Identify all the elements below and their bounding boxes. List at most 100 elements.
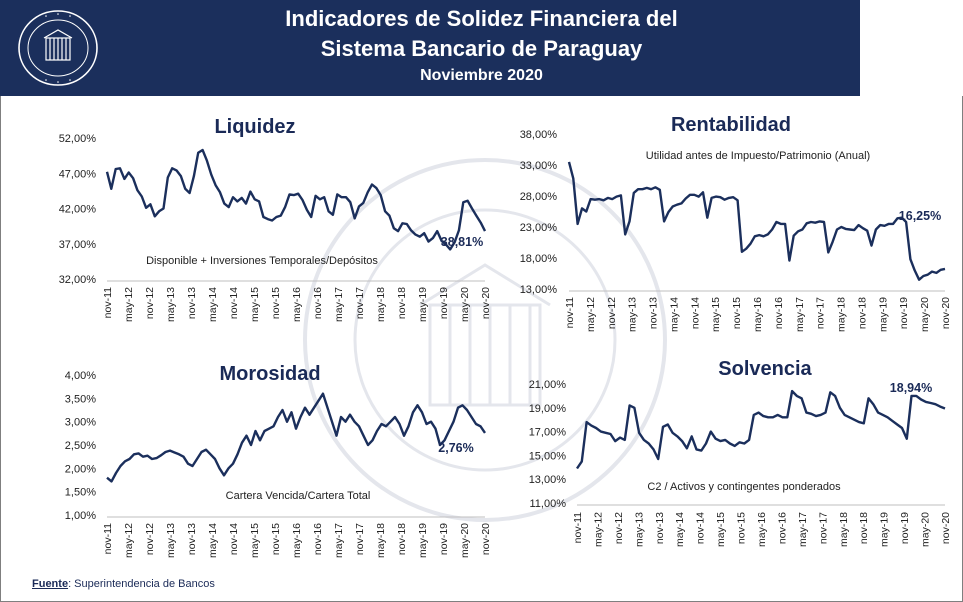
- x-tick-label: may-13: [165, 287, 177, 322]
- x-tick-label: may-17: [797, 512, 809, 547]
- x-tick-label: nov-17: [354, 287, 366, 319]
- x-tick-label: may-12: [585, 297, 597, 332]
- x-tick-label: nov-11: [102, 287, 114, 318]
- y-tick-label: 4,00%: [65, 370, 96, 382]
- chart-title: Liquidez: [214, 116, 295, 138]
- y-tick-label: 2,00%: [65, 463, 96, 475]
- y-tick-label: 1,50%: [65, 487, 96, 499]
- x-tick-label: nov-15: [736, 512, 748, 544]
- report-title-line1: Indicadores de Solidez Financiera del: [285, 6, 678, 31]
- x-tick-label: may-17: [333, 287, 345, 322]
- watermark-seal-icon: [303, 158, 667, 522]
- chart-title: Morosidad: [219, 363, 320, 385]
- y-tick-label: 33,00%: [520, 160, 558, 172]
- x-tick-label: may-17: [333, 523, 345, 558]
- x-tick-label: may-12: [123, 523, 135, 558]
- y-tick-label: 15,00%: [529, 450, 567, 462]
- x-tick-label: may-16: [291, 287, 303, 322]
- report-title-line2: Sistema Bancario de Paraguay: [320, 36, 643, 61]
- x-tick-label: nov-12: [144, 523, 156, 555]
- y-tick-label: 47,00%: [59, 168, 97, 180]
- x-tick-label: may-20: [459, 523, 471, 558]
- x-tick-label: nov-18: [858, 512, 870, 544]
- series-line: [576, 389, 946, 470]
- y-tick-label: 1,00%: [65, 510, 96, 522]
- x-tick-label: may-18: [838, 512, 850, 547]
- x-tick-label: may-19: [417, 287, 429, 322]
- x-tick-label: nov-16: [312, 287, 324, 319]
- y-tick-label: 17,00%: [529, 427, 567, 439]
- x-tick-label: nov-13: [186, 287, 198, 319]
- x-tick-label: may-18: [375, 523, 387, 558]
- x-tick-label: may-16: [752, 297, 764, 332]
- x-tick-label: nov-14: [695, 512, 707, 544]
- x-tick-label: nov-17: [354, 523, 366, 555]
- source-note: Fuente: Superintendencia de Bancos: [32, 578, 215, 590]
- bcp-logo-icon: [18, 10, 98, 86]
- source-label: Fuente: [32, 578, 69, 590]
- chart-title: Solvencia: [718, 358, 812, 380]
- x-tick-label: nov-11: [572, 512, 584, 543]
- x-tick-label: nov-19: [438, 523, 450, 555]
- y-tick-label: 21,00%: [529, 379, 567, 391]
- x-tick-label: nov-14: [228, 523, 240, 555]
- x-tick-label: nov-20: [480, 523, 492, 555]
- x-tick-label: nov-13: [648, 297, 660, 329]
- x-tick-label: may-13: [165, 523, 177, 558]
- report-subtitle: Noviembre 2020: [420, 67, 543, 84]
- x-tick-label: may-14: [674, 512, 686, 547]
- x-tick-label: may-19: [879, 512, 891, 547]
- y-tick-label: 32,00%: [59, 274, 97, 286]
- x-tick-label: nov-16: [312, 523, 324, 555]
- x-tick-label: may-18: [375, 287, 387, 322]
- header-right-blank: [860, 0, 963, 96]
- x-tick-label: may-15: [715, 512, 727, 547]
- y-tick-label: 13,00%: [520, 284, 558, 296]
- x-tick-label: nov-14: [228, 287, 240, 319]
- x-tick-label: nov-13: [654, 512, 666, 544]
- x-tick-label: nov-17: [817, 512, 829, 544]
- x-tick-label: nov-15: [731, 297, 743, 329]
- x-tick-label: may-20: [919, 297, 931, 332]
- x-tick-label: may-13: [633, 512, 645, 547]
- x-tick-label: nov-19: [899, 512, 911, 544]
- x-tick-label: nov-14: [689, 297, 701, 329]
- x-tick-label: nov-12: [613, 512, 625, 544]
- y-tick-label: 38,00%: [520, 129, 558, 141]
- y-tick-label: 23,00%: [520, 222, 558, 234]
- last-value-label: 18,94%: [890, 381, 932, 395]
- x-tick-label: may-16: [756, 512, 768, 547]
- x-tick-label: may-14: [207, 287, 219, 322]
- series-line: [567, 161, 946, 281]
- x-tick-label: may-19: [877, 297, 889, 332]
- chart-note: C2 / Activos y contingentes ponderados: [647, 481, 841, 493]
- x-tick-label: nov-16: [773, 297, 785, 329]
- y-tick-label: 37,00%: [59, 239, 97, 251]
- x-tick-label: nov-11: [564, 297, 576, 328]
- x-tick-label: nov-15: [270, 287, 282, 319]
- x-tick-label: may-16: [291, 523, 303, 558]
- source-text: : Superintendencia de Bancos: [68, 578, 215, 590]
- chart-title: Rentabilidad: [671, 114, 791, 136]
- x-tick-label: may-19: [417, 523, 429, 558]
- y-tick-label: 28,00%: [520, 191, 558, 203]
- x-tick-label: may-15: [710, 297, 722, 332]
- chart-note: Cartera Vencida/Cartera Total: [226, 490, 371, 502]
- x-tick-label: nov-20: [480, 287, 492, 319]
- y-tick-label: 3,00%: [65, 417, 96, 429]
- x-tick-label: nov-17: [815, 297, 827, 329]
- x-tick-label: nov-13: [186, 523, 198, 555]
- x-tick-label: may-15: [249, 287, 261, 322]
- y-tick-label: 19,00%: [529, 403, 567, 415]
- x-tick-label: nov-19: [438, 287, 450, 319]
- x-tick-label: nov-11: [102, 523, 114, 554]
- chart-note: Disponible + Inversiones Temporales/Depó…: [146, 255, 378, 267]
- y-tick-label: 11,00%: [530, 498, 567, 510]
- x-tick-label: nov-18: [856, 297, 868, 329]
- x-tick-label: may-20: [459, 287, 471, 322]
- x-tick-label: may-12: [123, 287, 135, 322]
